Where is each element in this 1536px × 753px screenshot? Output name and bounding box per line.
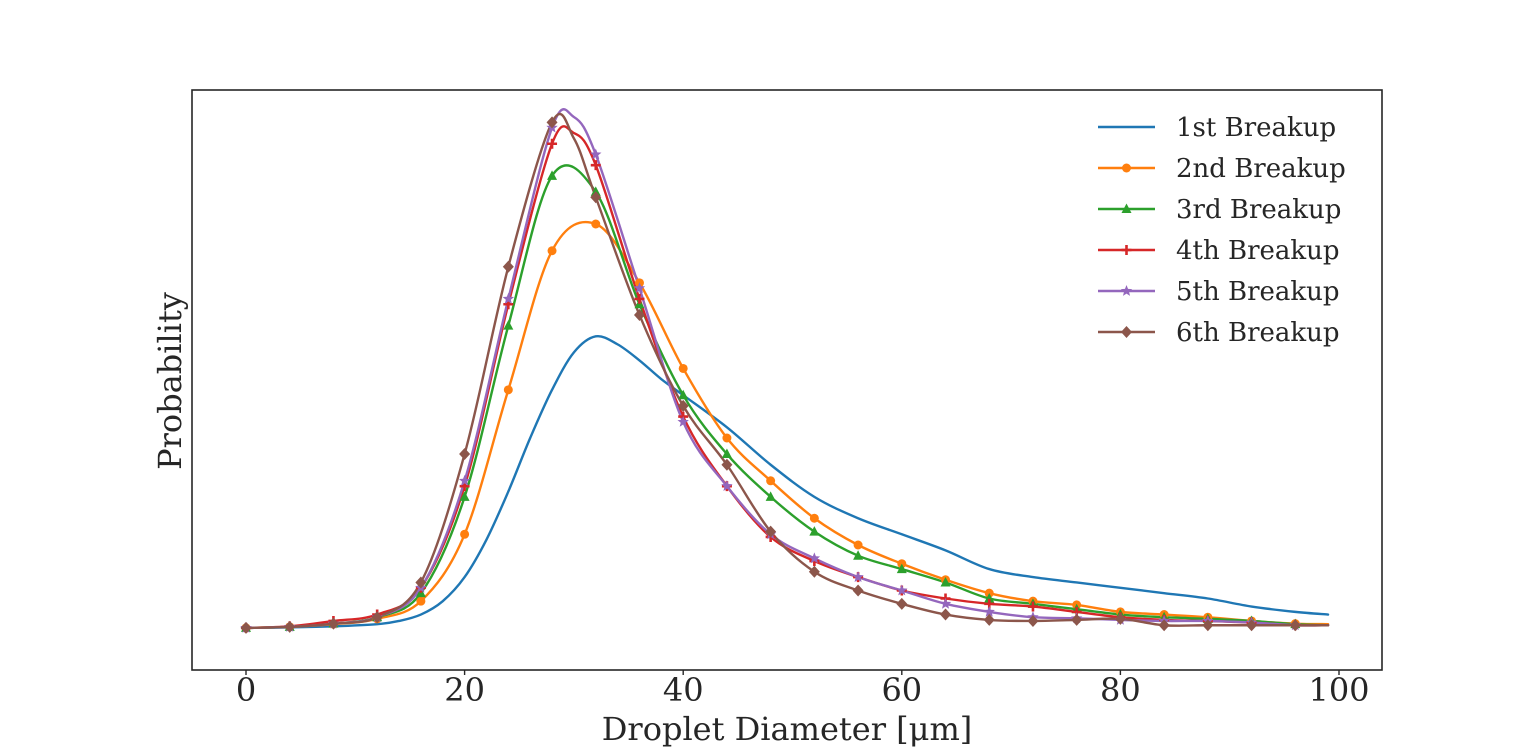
data-point-4th-breakup	[547, 138, 558, 149]
data-point-2nd-breakup	[416, 596, 426, 606]
data-point-6th-breakup	[284, 620, 296, 633]
legend-label-5th-breakup: 5th Breakup	[1176, 277, 1340, 307]
data-point-2nd-breakup	[853, 540, 863, 550]
legend-marker-6th-breakup	[1121, 326, 1132, 338]
data-point-6th-breakup	[1289, 619, 1301, 632]
data-point-5th-breakup	[983, 605, 995, 617]
data-point-2nd-breakup	[766, 476, 776, 486]
y-axis-title: Probability	[151, 292, 189, 470]
data-point-6th-breakup	[327, 617, 339, 630]
data-point-3rd-breakup	[547, 170, 558, 180]
data-point-3rd-breakup	[853, 550, 864, 560]
data-point-5th-breakup	[721, 480, 733, 491]
data-point-5th-breakup	[852, 571, 864, 582]
data-point-6th-breakup	[983, 613, 995, 626]
data-point-6th-breakup	[765, 525, 777, 538]
data-point-5th-breakup	[677, 415, 689, 427]
data-point-3rd-breakup	[459, 491, 470, 501]
data-point-5th-breakup	[502, 292, 515, 304]
data-point-2nd-breakup	[503, 385, 513, 395]
data-point-3rd-breakup	[984, 593, 995, 603]
legend-marker-3rd-breakup	[1121, 203, 1132, 213]
legend-label-1st-breakup: 1st Breakup	[1176, 113, 1336, 143]
data-point-5th-breakup	[808, 552, 821, 564]
data-point-6th-breakup	[1202, 619, 1214, 632]
legend-marker-2nd-breakup	[1122, 163, 1131, 173]
data-point-5th-breakup	[590, 148, 602, 160]
series-line-2nd-breakup	[244, 220, 1330, 630]
data-point-6th-breakup	[1071, 613, 1083, 626]
data-point-2nd-breakup	[547, 246, 557, 256]
data-point-5th-breakup	[896, 584, 908, 596]
legend: 1st Breakup 2nd Breakup 3rd Breakup 4th Bre…	[1098, 113, 1346, 348]
data-point-6th-breakup	[459, 448, 471, 461]
data-point-3rd-breakup	[765, 491, 776, 501]
x-tick-label: 20	[444, 671, 485, 709]
data-point-5th-breakup	[633, 282, 646, 294]
data-point-6th-breakup	[808, 565, 820, 578]
data-point-5th-breakup	[939, 597, 952, 609]
data-point-3rd-breakup	[590, 186, 601, 196]
legend-label-4th-breakup: 4th Breakup	[1176, 236, 1340, 266]
x-tick-label: 60	[881, 671, 922, 709]
legend-marker-5th-breakup	[1120, 285, 1133, 296]
data-point-6th-breakup	[633, 308, 645, 321]
data-point-6th-breakup	[1027, 614, 1039, 627]
data-point-3rd-breakup	[809, 526, 820, 536]
data-point-3rd-breakup	[503, 320, 514, 330]
data-point-6th-breakup	[896, 597, 908, 610]
data-point-3rd-breakup	[678, 389, 689, 400]
data-point-3rd-breakup	[896, 563, 907, 574]
x-tick-label: 80	[1100, 671, 1141, 709]
x-axis-ticks: 0 20 40 60 80 100	[236, 670, 1370, 709]
series-line-1st-breakup	[244, 334, 1330, 630]
series-line-3rd-breakup	[244, 164, 1330, 630]
data-point-4th-breakup	[590, 160, 601, 171]
data-point-6th-breakup	[1114, 612, 1126, 625]
data-point-6th-breakup	[721, 458, 733, 471]
data-point-6th-breakup	[852, 584, 864, 597]
data-point-2nd-breakup	[460, 529, 470, 539]
plot-area	[191, 89, 1383, 671]
data-point-4th-breakup	[1027, 601, 1038, 612]
data-point-4th-breakup	[634, 293, 645, 304]
data-point-2nd-breakup	[722, 433, 732, 443]
legend-marker-4th-breakup	[1121, 245, 1132, 255]
data-point-2nd-breakup	[591, 219, 601, 229]
x-tick-label: 40	[663, 671, 704, 709]
data-point-2nd-breakup	[678, 363, 688, 373]
legend-label-3rd-breakup: 3rd Breakup	[1176, 195, 1341, 225]
data-point-6th-breakup	[240, 621, 252, 634]
data-point-6th-breakup	[1158, 619, 1170, 632]
data-point-6th-breakup	[1246, 619, 1258, 632]
x-tick-label: 100	[1308, 671, 1369, 709]
data-point-6th-breakup	[940, 608, 952, 621]
series-markers	[240, 116, 1301, 634]
data-point-6th-breakup	[502, 260, 514, 273]
data-point-5th-breakup	[458, 474, 471, 486]
legend-label-2nd-breakup: 2nd Breakup	[1176, 154, 1346, 184]
x-axis-title: Droplet Diameter [μm]	[602, 710, 973, 748]
data-point-6th-breakup	[546, 116, 558, 129]
data-point-6th-breakup	[371, 611, 383, 624]
data-point-6th-breakup	[415, 576, 427, 589]
data-point-6th-breakup	[677, 399, 689, 412]
data-point-3rd-breakup	[721, 448, 732, 459]
x-tick-label: 0	[236, 671, 256, 709]
data-point-2nd-breakup	[809, 513, 819, 523]
data-point-3rd-breakup	[940, 576, 951, 587]
legend-label-6th-breakup: 6th Breakup	[1176, 318, 1340, 348]
data-point-6th-breakup	[590, 191, 602, 204]
